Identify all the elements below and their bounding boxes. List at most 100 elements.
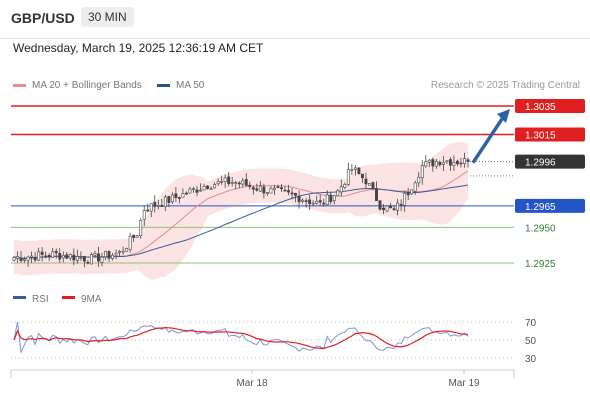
candle-body <box>156 204 160 207</box>
candle-body <box>339 186 343 193</box>
candle-body <box>174 193 178 198</box>
candle-body <box>272 187 276 190</box>
candle-body <box>427 159 431 163</box>
candle-body <box>452 162 456 166</box>
candle-body <box>199 189 202 192</box>
candle-body <box>23 258 27 261</box>
level-label-resistance: 1.3015 <box>525 131 556 142</box>
candle-body <box>357 167 361 174</box>
candle-body <box>104 251 107 258</box>
candle-body <box>114 252 118 256</box>
timeframe-button[interactable]: 30 MIN <box>81 7 134 27</box>
candle-body <box>410 189 414 195</box>
candle-body <box>265 192 269 194</box>
candle-body <box>445 160 449 163</box>
candle-body <box>336 190 340 196</box>
candle-body <box>262 186 266 194</box>
candle-body <box>118 250 122 253</box>
candle-body <box>301 199 305 202</box>
candle-body <box>413 182 417 192</box>
last-price-label: 1.2996 <box>525 158 556 169</box>
rsi-tick-label: 50 <box>525 336 537 347</box>
candle-body <box>255 188 259 191</box>
candle-body <box>26 256 30 261</box>
candle-body <box>163 196 167 208</box>
candle-body <box>276 186 280 189</box>
candle-body <box>72 254 76 261</box>
candle-body <box>188 188 192 194</box>
candle-body <box>325 194 329 205</box>
candle-body <box>51 251 55 258</box>
candle-body <box>107 251 111 259</box>
candle-body <box>37 251 41 261</box>
candle-body <box>251 187 255 190</box>
candle-body <box>40 251 44 255</box>
candle-body <box>146 209 150 212</box>
candle-body <box>68 254 72 259</box>
candle-body <box>54 250 58 254</box>
candle-body <box>424 161 428 167</box>
candle-body <box>399 203 403 206</box>
legend-ma20-label: MA 20 + Bollinger Bands <box>32 80 142 91</box>
candle-body <box>132 234 136 238</box>
rsi-ma-legend-swatch <box>62 296 75 299</box>
header-bar: GBP/USD 30 MIN <box>0 0 590 39</box>
rsi-tick-label: 70 <box>525 318 537 329</box>
candle-body <box>318 200 322 203</box>
candle-body <box>294 193 297 196</box>
candle-body <box>223 177 227 182</box>
candle-body <box>368 183 371 186</box>
candle-body <box>30 255 34 258</box>
level-tag-pivot <box>515 198 585 213</box>
candle-body <box>177 197 181 199</box>
datetime-label: Wednesday, March 19, 2025 12:36:19 AM CE… <box>13 41 264 55</box>
candle-body <box>280 187 283 190</box>
level-label-support: 1.2950 <box>525 223 556 234</box>
ma20-swatch <box>13 83 26 87</box>
candle-body <box>311 202 315 205</box>
candle-body <box>213 184 217 189</box>
candle-body <box>350 168 354 171</box>
level-tag-resistance <box>515 99 585 113</box>
candle-body <box>315 201 319 204</box>
candle-body <box>82 256 86 262</box>
candle-body <box>382 207 385 211</box>
candle-body <box>128 235 132 250</box>
candle-body <box>142 210 146 220</box>
candle-body <box>33 256 37 261</box>
candle-body <box>463 158 466 164</box>
rsi-legend-label: RSI <box>32 294 49 305</box>
candle-body <box>160 205 164 208</box>
candle-body <box>237 182 241 185</box>
candle-body <box>438 161 442 166</box>
rsi-ma-line <box>13 327 469 350</box>
candle-body <box>364 178 368 185</box>
candle-body <box>195 189 199 193</box>
candle-body <box>248 184 252 187</box>
candle-body <box>170 194 174 203</box>
candle-body <box>287 190 290 193</box>
candle-body <box>283 189 287 192</box>
rsi-tick-label: 30 <box>525 354 537 365</box>
candle-body <box>100 256 104 263</box>
candle-body <box>431 159 435 167</box>
level-tag-resistance <box>515 127 585 142</box>
candle-body <box>258 185 262 192</box>
candle-body <box>75 256 79 261</box>
rsi-line <box>13 321 469 355</box>
level-label-support: 1.2925 <box>525 259 556 270</box>
candle-body <box>304 200 308 202</box>
legend-ma50: MA 50 <box>157 80 204 91</box>
level-label-pivot: 1.2965 <box>525 202 556 213</box>
candle-body <box>290 192 294 195</box>
candle-body <box>396 202 400 211</box>
candle-body <box>44 255 48 258</box>
candle-body <box>329 194 333 203</box>
rsi-ma-legend-label: 9MA <box>81 294 102 305</box>
candle-body <box>441 162 445 165</box>
candle-body <box>406 192 410 196</box>
credit-text: Research © 2025 Trading Central <box>430 80 580 91</box>
candle-body <box>322 202 326 205</box>
candle-body <box>202 186 206 191</box>
